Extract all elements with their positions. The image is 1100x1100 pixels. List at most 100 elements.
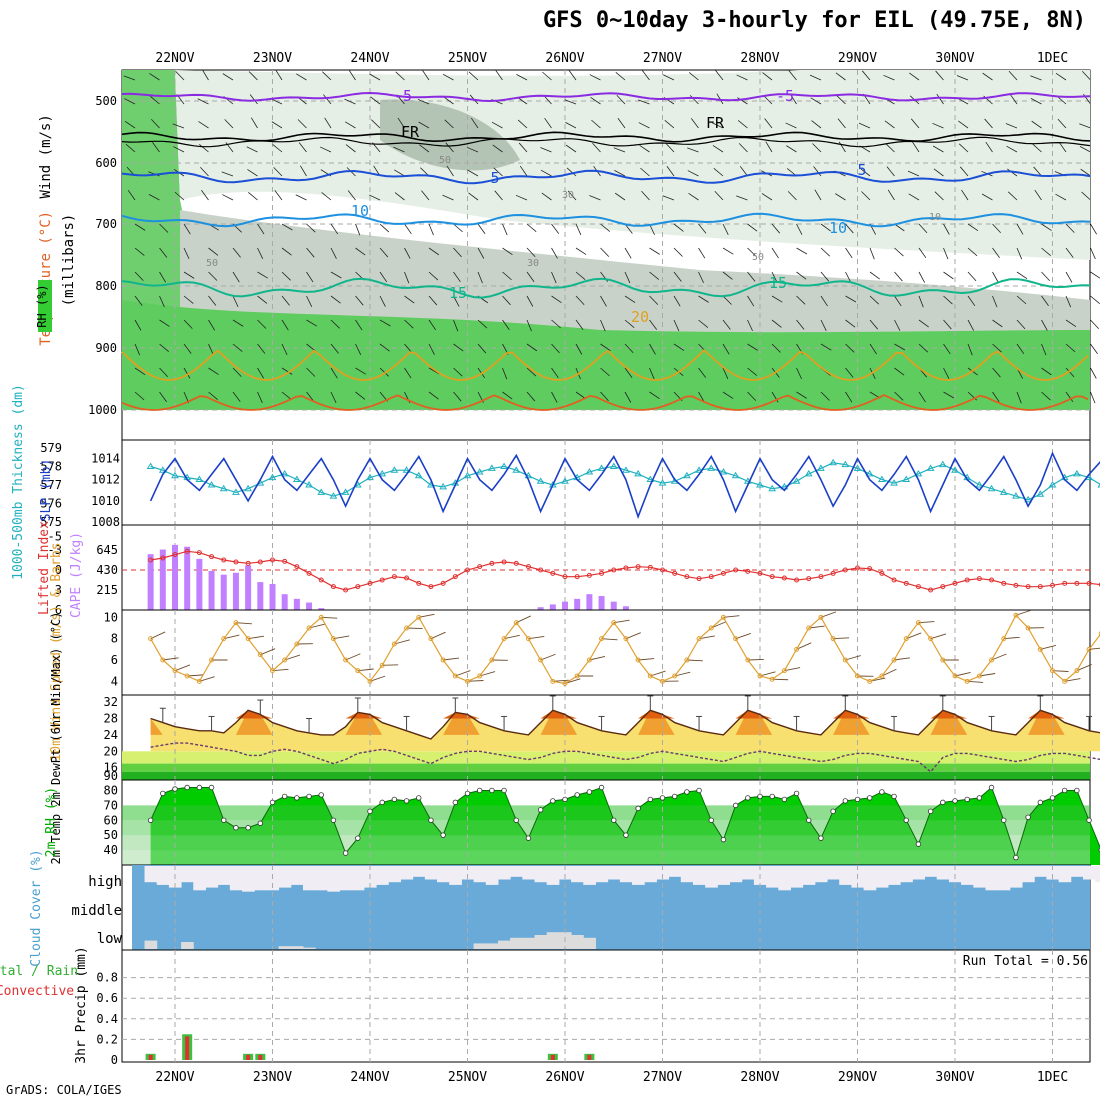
- wind-barb: [159, 223, 169, 233]
- wind-barb: [1079, 146, 1091, 153]
- wind10m-barb: [174, 664, 191, 672]
- contour-label: FR: [706, 114, 725, 132]
- wind-barb: [624, 367, 633, 378]
- cloud-high-bar: [705, 866, 718, 888]
- cape-bar: [147, 554, 154, 610]
- wind-barb: [453, 295, 460, 307]
- wind10m-point: [1098, 631, 1100, 636]
- wind-barb: [894, 247, 904, 257]
- wind-barb: [502, 247, 513, 256]
- wind-barb: [820, 247, 831, 257]
- y-tick-label: 700: [95, 217, 117, 231]
- ylabel-lifted-index: Lifted Index: [37, 521, 52, 615]
- wind-barb: [714, 190, 724, 201]
- wind10m-barb: [833, 637, 850, 640]
- wind10m-point: [489, 657, 495, 663]
- wind-barb: [517, 119, 528, 129]
- wind-barb: [1065, 295, 1072, 308]
- wind-barb: [198, 121, 209, 129]
- lifted-index-point: [915, 584, 921, 590]
- wind-barb: [1016, 271, 1028, 280]
- y-tick-label: 60: [104, 813, 118, 827]
- rh-contour-label: 50: [439, 155, 451, 166]
- rh2m-point: [659, 795, 666, 801]
- wind-barb: [201, 69, 209, 81]
- wind-barb: [624, 319, 635, 329]
- lifted-index-point: [781, 575, 787, 581]
- wind-barb: [199, 143, 209, 153]
- ylabel-slp: SLP (mb): [39, 459, 54, 522]
- wind10m-point: [160, 657, 166, 663]
- wind-barb: [494, 190, 503, 201]
- cloud-low-bar: [144, 940, 158, 949]
- wind-barb: [322, 71, 332, 81]
- wind10m-point: [647, 673, 653, 679]
- rh2m-point: [1025, 814, 1031, 820]
- wind-barb: [397, 117, 405, 129]
- wind-barb: [355, 319, 363, 331]
- wind-barb: [567, 190, 577, 201]
- wind-barb: [1016, 343, 1025, 355]
- wind10m-barb: [430, 631, 446, 640]
- lifted-index-point: [538, 567, 544, 573]
- lifted-index-series: [150, 550, 1100, 591]
- thickness-point: [841, 460, 850, 468]
- wind-barb: [600, 223, 611, 232]
- rh-region-green: [122, 300, 1090, 410]
- lifted-index-point: [1013, 582, 1019, 588]
- wind-barb: [958, 120, 969, 129]
- rh2m-point: [147, 817, 154, 823]
- wind-barb: [1041, 223, 1052, 231]
- wind-barb: [1006, 145, 1018, 153]
- cloud-low-bar: [290, 946, 304, 949]
- wind-barb: [1065, 223, 1075, 233]
- cloud-high-bar: [766, 866, 779, 888]
- wind-barb: [273, 167, 283, 177]
- thickness-point: [792, 477, 801, 484]
- rh2m-point: [647, 796, 654, 803]
- thickness-point: [268, 473, 277, 481]
- wind-barb: [967, 271, 977, 282]
- wind-barb: [722, 391, 734, 399]
- thickness-point: [292, 475, 301, 482]
- rh2m-point: [208, 784, 215, 791]
- lifted-index-point: [282, 558, 288, 564]
- precip-legend: Total / Rain Convective: [0, 964, 86, 999]
- thickness-point: [999, 488, 1008, 495]
- cloud-high-bar: [254, 866, 267, 891]
- thickness-point: [622, 466, 630, 473]
- rh2m-point: [281, 793, 288, 800]
- wind10m-barb: [808, 625, 825, 629]
- wind-barb: [747, 343, 758, 351]
- wind-barb: [1031, 120, 1042, 129]
- wind-barb: [445, 142, 454, 153]
- wind-barb: [495, 69, 503, 81]
- wind-barb: [526, 271, 535, 282]
- rh2m-point: [806, 817, 812, 823]
- wind-barb: [894, 367, 905, 376]
- thickness-point: [378, 469, 387, 477]
- wind-barb: [943, 295, 953, 305]
- wind-barb: [1016, 391, 1022, 404]
- wind-barb: [613, 147, 626, 153]
- wind10m-point: [550, 678, 556, 684]
- thickness-point: [232, 488, 240, 495]
- wind-barb: [1082, 70, 1091, 81]
- ylabel-thickness: 1000-500mb Thickness (dm): [11, 384, 26, 580]
- wind-barb: [936, 93, 944, 105]
- wind-barb: [551, 319, 561, 329]
- wind-barb: [183, 367, 191, 379]
- wind-barb: [1041, 367, 1052, 376]
- wind-barb: [665, 142, 675, 153]
- cloud-high-bar: [717, 866, 731, 885]
- lifted-index-point: [745, 568, 751, 574]
- thickness-point: [402, 466, 411, 473]
- wind-barb: [1081, 191, 1091, 201]
- wind10m-barb: [1052, 670, 1069, 672]
- contour-label: -5: [394, 87, 412, 105]
- lifted-index-point: [233, 559, 239, 565]
- wind-barb: [124, 120, 136, 129]
- y-tick-label: 4: [111, 674, 118, 688]
- thickness-point: [719, 468, 728, 475]
